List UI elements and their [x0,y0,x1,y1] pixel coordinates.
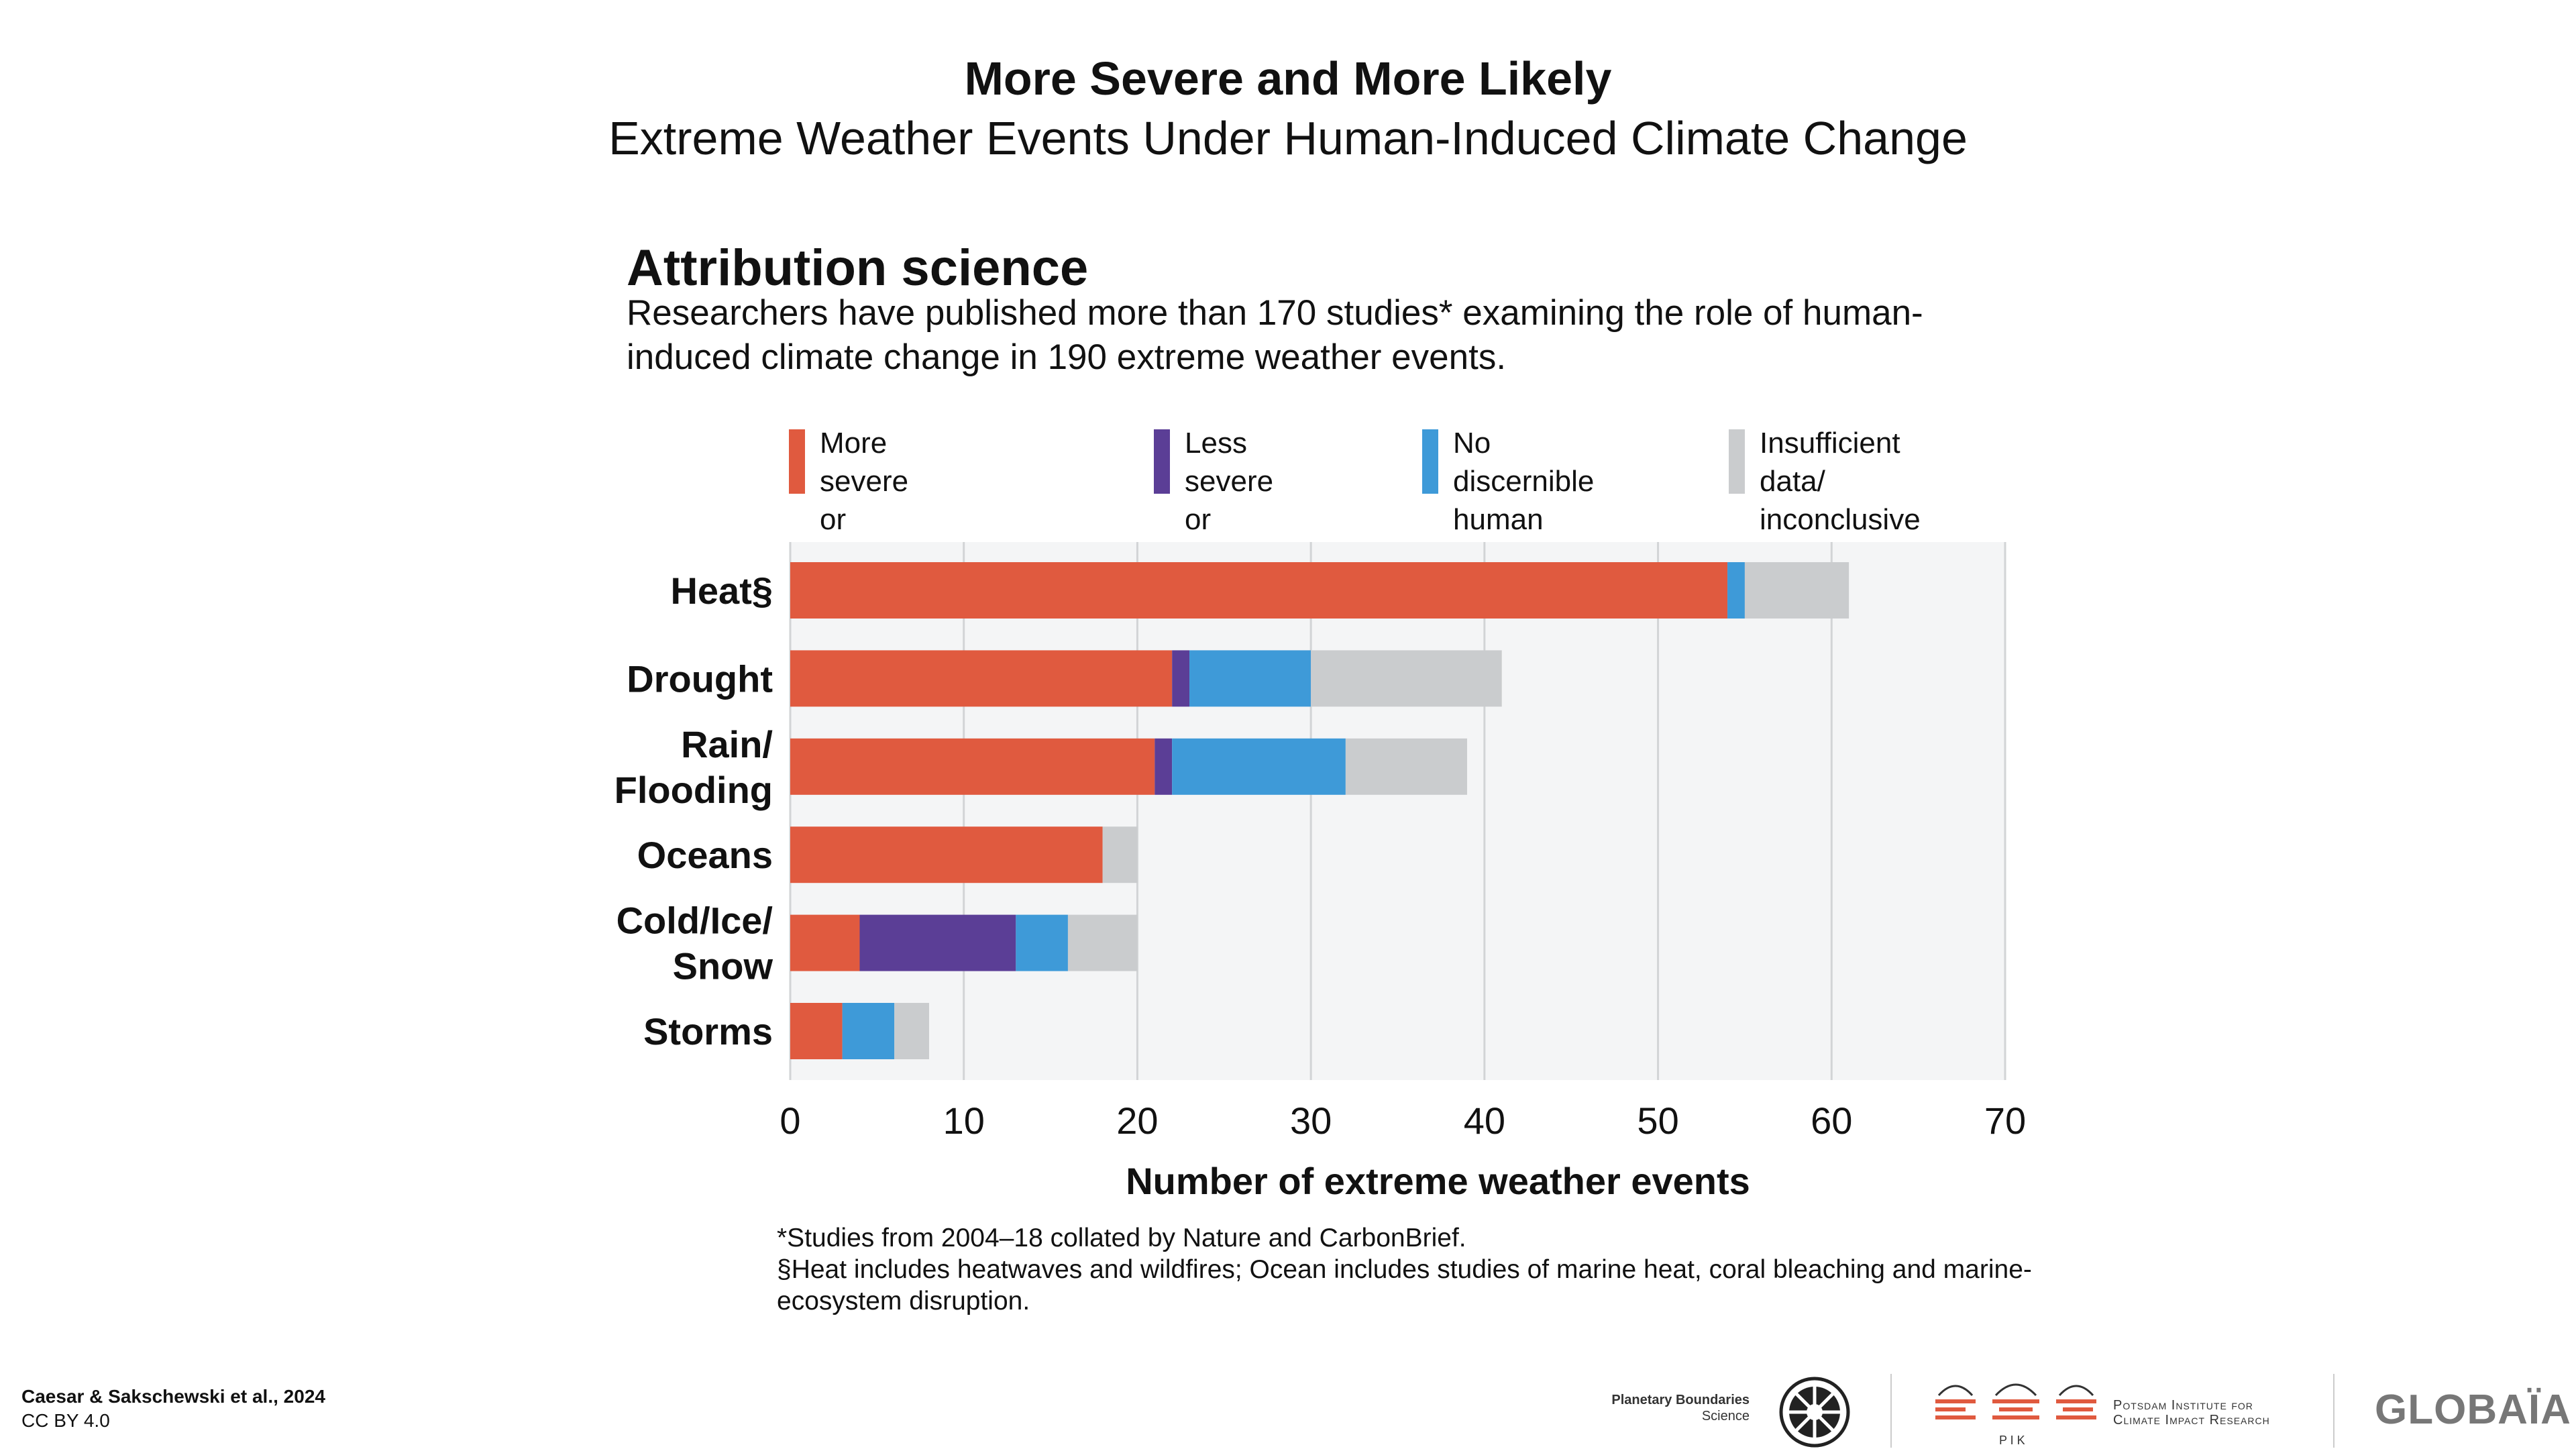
logo-divider-2 [2333,1374,2334,1448]
x-tick-label-10: 10 [943,1099,985,1142]
bar-1-series-0 [790,650,1173,707]
bar-1-series-2 [1189,650,1311,707]
bar-0-series-3 [1744,562,1849,619]
legend-swatch-less-severe [1154,429,1170,494]
pik-logo-line1: Potsdam Institute for [2113,1398,2253,1413]
pik-logo-caption: P I K [1999,1434,2025,1447]
footnote-heat: §Heat includes heatwaves and wildfires; … [777,1255,2032,1316]
pbs-logo-line2: Science [1701,1409,1750,1424]
pik-logo-line2: Climate Impact Research [2113,1413,2270,1428]
category-label-5-0: Storms [643,1010,773,1053]
section-title: Attribution science [627,239,1089,297]
main-title: More Severe and More Likely [964,52,1612,105]
bar-0-series-2 [1727,562,1745,619]
x-tick-label-30: 30 [1290,1099,1332,1142]
pbs-logo-mark [1779,1377,1850,1448]
category-label-2-1: Flooding [614,769,773,811]
globaia-logo: GLOBAÏA [2375,1382,2571,1436]
bar-2-series-3 [1345,738,1467,795]
footnotes: *Studies from 2004–18 collated by Nature… [777,1222,2118,1317]
bar-1-series-1 [1172,650,1190,707]
x-tick-label-0: 0 [780,1099,800,1142]
legend-swatch-no-influence [1422,429,1438,494]
x-tick-label-20: 20 [1116,1099,1158,1142]
legend-swatch-insufficient [1729,429,1745,494]
x-tick-label-40: 40 [1464,1099,1505,1142]
x-axis-title: Number of extreme weather events [1126,1160,1750,1202]
bar-4-series-1 [859,914,1016,971]
bar-2-series-0 [790,738,1155,795]
bar-4-series-0 [790,914,860,971]
plot-background [790,542,2005,1080]
bar-2-series-2 [1172,738,1346,795]
bar-2-series-1 [1155,738,1173,795]
x-tick-label-60: 60 [1811,1099,1852,1142]
bar-4-series-2 [1016,914,1068,971]
bar-3-series-0 [790,826,1103,883]
pbs-logo: Planetary Boundaries Science [1597,1368,1851,1449]
pbs-logo-line1: Planetary Boundaries [1611,1393,1750,1407]
category-label-2-0: Rain/ [681,723,773,765]
bar-5-series-0 [790,1003,843,1059]
bar-3-series-3 [1102,826,1138,883]
credit: Caesar & Sakschewski et al., 2024 CC BY … [21,1385,325,1433]
category-label-0-0: Heat§ [670,570,773,612]
category-label-4-0: Cold/Ice/ [616,900,773,942]
bar-5-series-3 [894,1003,929,1059]
bar-5-series-2 [842,1003,895,1059]
x-tick-label-50: 50 [1637,1099,1678,1142]
pik-logo-mark [1935,1383,2096,1419]
logo-divider-1 [1890,1374,1892,1448]
bar-0-series-0 [790,562,1728,619]
pik-logo: P I K Potsdam Institute for Climate Impa… [1925,1368,2301,1449]
credit-license: CC BY 4.0 [21,1410,110,1431]
section-description: Researchers have published more than 170… [627,293,1923,377]
bar-4-series-3 [1067,914,1138,971]
main-subtitle: Extreme Weather Events Under Human-Induc… [608,112,1968,164]
category-label-3-0: Oceans [637,834,773,876]
x-tick-label-70: 70 [1984,1099,2026,1142]
category-label-1-0: Drought [627,657,773,700]
footnote-studies: *Studies from 2004–18 collated by Nature… [777,1224,1466,1252]
legend-swatch-more-severe [789,429,805,494]
category-label-4-1: Snow [673,945,773,987]
bar-1-series-3 [1311,650,1502,707]
legend-label-insufficient: Insufficient data/ inconclusive [1760,427,1921,536]
credit-authors: Caesar & Sakschewski et al., 2024 [21,1386,325,1407]
globaia-logo-text: GLOBAÏA [2375,1387,2571,1433]
